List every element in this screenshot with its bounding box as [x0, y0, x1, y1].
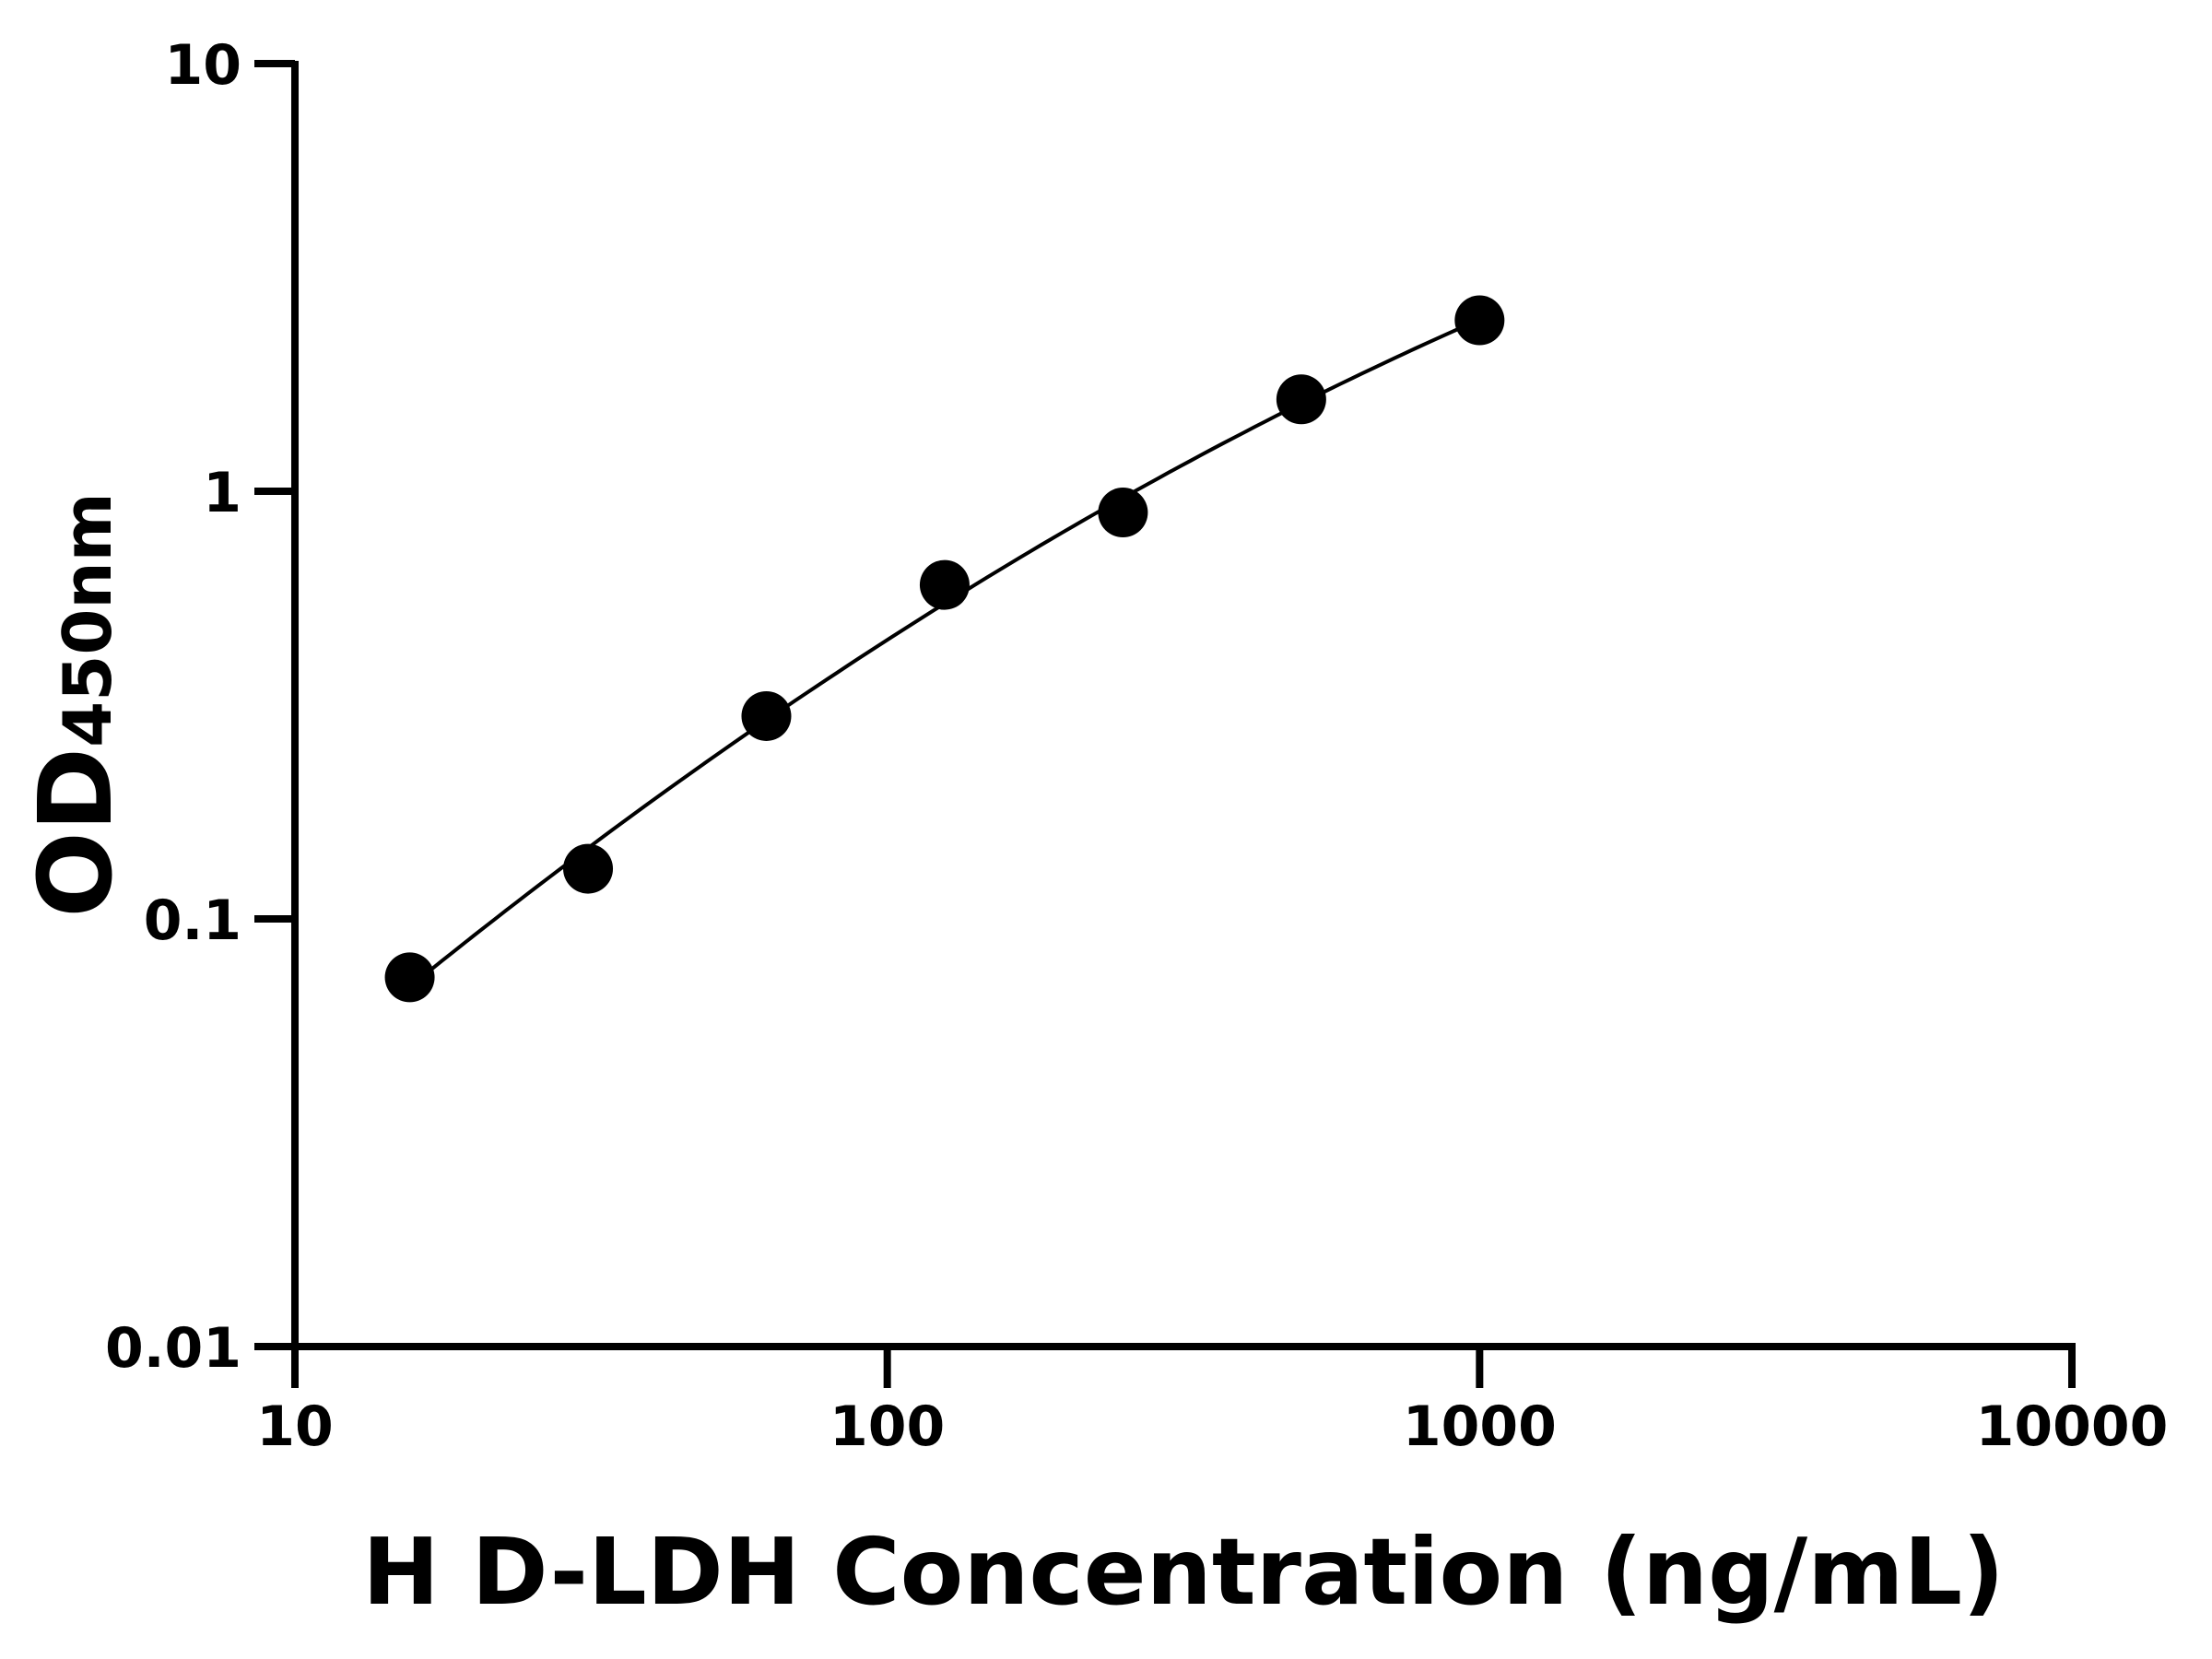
- x-axis-label: H D-LDH Concentration (ng/mL): [362, 1518, 2005, 1626]
- fit-curve: [408, 317, 1481, 989]
- y-axis-label-main: OD: [17, 747, 135, 918]
- y-tick-label: 0.1: [144, 888, 241, 953]
- data-point: [1454, 295, 1505, 346]
- y-tick-label: 0.01: [105, 1316, 241, 1381]
- y-axis-label: OD450nm: [17, 492, 135, 917]
- x-tick-label: 1000: [1403, 1394, 1557, 1459]
- y-axis-label-suffix: 450nm: [49, 492, 126, 747]
- data-point: [1098, 488, 1148, 538]
- x-tick-label: 100: [830, 1394, 945, 1459]
- data-point: [384, 952, 435, 1003]
- axes: [291, 61, 2076, 1350]
- data-point: [1276, 374, 1326, 425]
- data-point: [919, 559, 970, 610]
- x-tick-label: 10000: [1976, 1394, 2169, 1459]
- data-point: [741, 690, 792, 741]
- y-tick-label: 10: [165, 33, 242, 98]
- x-tick-label: 10: [256, 1394, 334, 1459]
- data-point: [563, 843, 614, 894]
- y-tick-label: 1: [203, 461, 241, 525]
